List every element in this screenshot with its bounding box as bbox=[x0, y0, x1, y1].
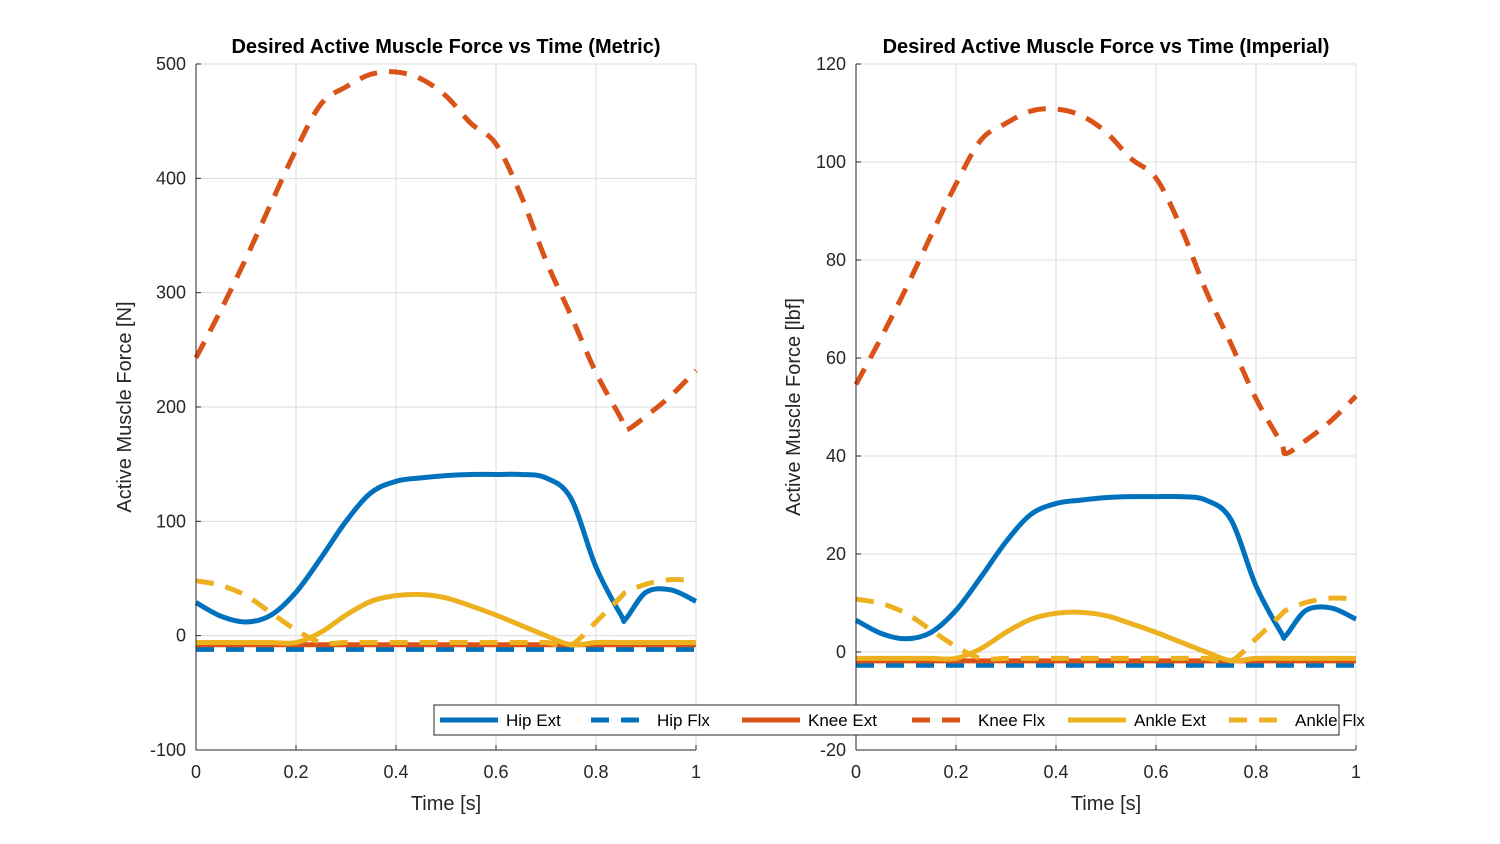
x-tick-label-metric: 1 bbox=[691, 762, 701, 782]
x-tick-label-imperial: 0.8 bbox=[1243, 762, 1268, 782]
legend-item-ankle-flx[interactable]: Ankle Flx bbox=[1229, 711, 1365, 730]
y-tick-label-imperial: 0 bbox=[836, 642, 846, 662]
y-tick-label-metric: 0 bbox=[176, 626, 186, 646]
legend-label-hip-flx: Hip Flx bbox=[657, 711, 710, 730]
legend-item-ankle-ext[interactable]: Ankle Ext bbox=[1068, 711, 1206, 730]
x-tick-label-metric: 0.2 bbox=[283, 762, 308, 782]
x-tick-label-metric: 0 bbox=[191, 762, 201, 782]
y-tick-label-metric: -100 bbox=[150, 740, 186, 760]
x-axis-label-metric: Time [s] bbox=[411, 793, 481, 815]
series-line-ankle-ext-imperial bbox=[856, 609, 1356, 664]
x-tick-label-metric: 0.6 bbox=[483, 762, 508, 782]
y-tick-label-imperial: 120 bbox=[816, 54, 846, 74]
y-axis-label-imperial: Active Muscle Force [lbf] bbox=[783, 298, 805, 516]
series-line-ankle-flx-metric bbox=[195, 577, 697, 649]
chart-title-imperial: Desired Active Muscle Force vs Time (Imp… bbox=[883, 36, 1330, 58]
legend-item-knee-ext[interactable]: Knee Ext bbox=[742, 711, 877, 730]
legend-items: Hip Ext Hip Flx Knee Ext Knee Flx Ankle Ext A… bbox=[440, 711, 1365, 730]
series-line-hip-ext-metric bbox=[194, 471, 698, 625]
y-tick-label-imperial: 40 bbox=[826, 446, 846, 466]
legend-label-hip-ext: Hip Ext bbox=[506, 711, 561, 730]
legend-item-knee-flx[interactable]: Knee Flx bbox=[912, 711, 1046, 730]
x-tick-label-imperial: 0 bbox=[851, 762, 861, 782]
legend[interactable]: Hip Ext Hip Flx Knee Ext Knee Flx Ankle Ext A… bbox=[433, 704, 1365, 736]
y-tick-label-imperial: 100 bbox=[816, 152, 846, 172]
x-tick-label-imperial: 0.2 bbox=[943, 762, 968, 782]
series-line-knee-flx-imperial bbox=[853, 106, 1358, 457]
y-tick-label-imperial: 20 bbox=[826, 544, 846, 564]
y-tick-label-imperial: 60 bbox=[826, 348, 846, 368]
x-tick-label-metric: 0.4 bbox=[383, 762, 408, 782]
legend-item-hip-flx[interactable]: Hip Flx bbox=[591, 711, 710, 730]
x-axis-label-imperial: Time [s] bbox=[1071, 793, 1141, 815]
y-tick-label-metric: 300 bbox=[156, 283, 186, 303]
legend-item-hip-ext[interactable]: Hip Ext bbox=[440, 711, 561, 730]
legend-label-ankle-flx: Ankle Flx bbox=[1295, 711, 1365, 730]
legend-label-ankle-ext: Ankle Ext bbox=[1134, 711, 1206, 730]
x-tick-label-imperial: 0.4 bbox=[1043, 762, 1068, 782]
legend-label-knee-flx: Knee Flx bbox=[978, 711, 1046, 730]
series-group-imperial bbox=[853, 106, 1358, 668]
y-tick-label-metric: 100 bbox=[156, 511, 186, 531]
axes-frame-metric bbox=[195, 63, 697, 751]
legend-label-knee-ext: Knee Ext bbox=[808, 711, 877, 730]
chart-title-metric: Desired Active Muscle Force vs Time (Met… bbox=[231, 36, 660, 58]
series-group-metric bbox=[193, 69, 698, 652]
y-axis-label-metric: Active Muscle Force [N] bbox=[114, 301, 136, 512]
x-tick-label-imperial: 0.6 bbox=[1143, 762, 1168, 782]
y-tick-label-imperial: 80 bbox=[826, 250, 846, 270]
x-tick-label-imperial: 1 bbox=[1351, 762, 1361, 782]
legend-box bbox=[433, 704, 1340, 736]
axes-frame-imperial bbox=[855, 63, 1357, 751]
y-tick-label-metric: 400 bbox=[156, 168, 186, 188]
x-tick-label-metric: 0.8 bbox=[583, 762, 608, 782]
series-line-hip-ext-imperial bbox=[854, 493, 1358, 642]
series-line-ankle-ext-metric bbox=[195, 591, 696, 648]
y-tick-label-metric: 500 bbox=[156, 54, 186, 74]
series-line-ankle-flx-imperial bbox=[855, 595, 1357, 665]
y-tick-label-metric: 200 bbox=[156, 397, 186, 417]
y-tick-label-imperial: -20 bbox=[820, 740, 846, 760]
